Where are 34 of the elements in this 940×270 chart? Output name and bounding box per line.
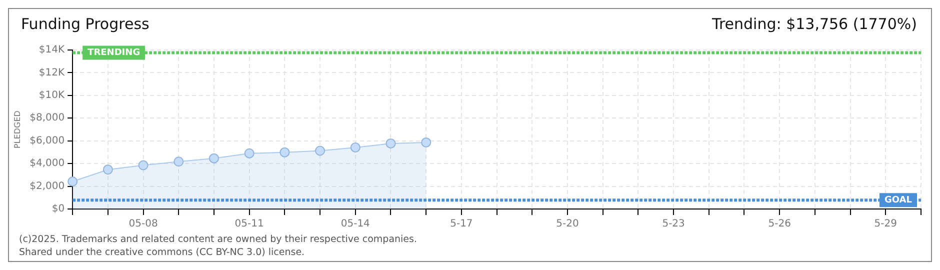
y-tick-label: $0 <box>52 204 65 215</box>
chart-title: Funding Progress <box>21 15 150 33</box>
text: Trending: $13,756 (1770%) <box>712 15 917 33</box>
y-tick-label: $10K <box>38 90 66 102</box>
y-tick-label: $4,000 <box>30 158 65 170</box>
y-axis-title: PLEDGED <box>12 110 22 148</box>
y-tick-label: $12K <box>38 67 66 78</box>
x-tick-label: 5-26 <box>768 218 791 230</box>
x-tick-label: 5-17 <box>450 218 473 230</box>
y-tick-label: $2,000 <box>30 180 65 192</box>
point <box>174 156 184 167</box>
ref-line-label: TRENDING <box>88 48 140 58</box>
y-tick-label: $6,000 <box>30 135 65 146</box>
x-tick-label: 5-20 <box>556 218 579 230</box>
point <box>315 146 326 156</box>
text: (c)2025. Trademarks and related content are owned by their respective companies. <box>19 233 417 246</box>
x-tick-label: 05-11 <box>234 218 264 230</box>
point <box>350 142 360 152</box>
ref-line-label: GOAL <box>884 196 912 206</box>
point <box>102 164 113 175</box>
x-tick-label: 5-23 <box>662 218 685 230</box>
y-tick-label: $8,000 <box>30 112 65 124</box>
point <box>208 153 219 164</box>
x-tick-label: 05-14 <box>340 218 370 230</box>
point <box>138 160 148 170</box>
x-tick-label: 5-29 <box>874 218 897 230</box>
point <box>244 148 254 158</box>
point <box>386 138 396 148</box>
y-tick-label: $14K <box>38 44 66 56</box>
point <box>280 147 290 158</box>
text: Shared under the creative commons (CC BY-NC 3.0) license. <box>19 246 306 259</box>
point <box>421 137 432 148</box>
point <box>68 176 78 187</box>
x-tick-label: 05-08 <box>128 218 158 230</box>
